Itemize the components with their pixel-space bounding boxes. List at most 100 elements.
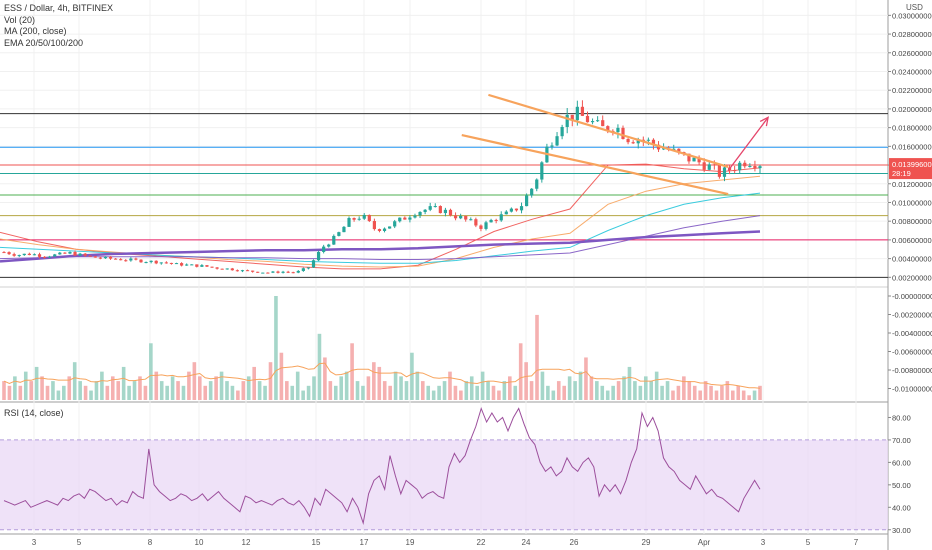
wedge-lower-line [461,134,729,196]
candle-body [459,215,463,219]
candle-body [281,271,285,273]
volume-bar [714,390,719,400]
candle-body [687,153,691,162]
candle-body [179,263,184,266]
time-tick-label: 24 [522,538,531,547]
volume-tick-label: -0.00800000 [892,366,932,375]
candle-body [7,252,11,255]
volume-bar [236,390,240,400]
volume-bar [138,376,142,400]
volume-bar [192,362,197,400]
candle-body [256,271,260,273]
candle-body [621,127,625,140]
volume-bar [328,381,333,400]
time-tick-label: 5 [77,538,82,547]
volume-bar [29,381,33,400]
volume-bar [333,385,338,400]
volume-bar [317,333,322,400]
candle-body [159,262,163,264]
volume-bar [295,371,300,400]
volume-bar [589,376,594,400]
volume-bar [431,390,436,400]
candle-body [114,258,118,260]
candle-body [677,148,681,153]
wedge-upper-line [488,93,729,168]
candle-body [37,254,42,257]
volume-bar [654,371,659,400]
candle-body [509,208,513,212]
volume-bar [94,381,99,400]
volume-bar [23,371,28,400]
volume-bar [274,296,278,400]
candle-body [631,142,635,144]
indicator-ma[interactable]: MA (200, close) [4,26,67,36]
candle-body [210,266,214,268]
candle-body [164,262,168,264]
candle-body [418,211,422,216]
indicator-ema[interactable]: EMA 20/50/100/200 [4,37,84,48]
candle-body [134,258,138,260]
candle-body [306,267,311,269]
volume-bar [13,376,17,400]
candle-body [2,252,6,254]
candle-body [327,244,331,247]
volume-bar [344,371,349,400]
volume-bar [567,376,572,400]
volume-bar [464,381,469,400]
volume-bar [540,371,545,400]
volume-bar [442,381,447,400]
candle-body [352,218,356,220]
volume-bar [116,381,121,400]
candle-body [443,209,448,214]
candle-body [261,272,265,274]
candle-body [316,251,321,261]
candle-body [103,256,108,259]
volume-bar [682,376,686,400]
rsi-title[interactable]: RSI (14, close) [4,408,64,418]
volume-bar [643,376,648,400]
breakout-arrow [727,116,769,172]
volume-bar [622,376,626,400]
candle-body [717,164,722,177]
volume-tick-label: -0.00600000 [892,348,932,357]
last-price-tag [889,158,932,180]
volume-bar [665,381,670,400]
candle-body [550,145,554,147]
volume-bar [573,381,577,400]
volume-bar [627,366,632,400]
volume-bar [279,352,284,400]
price-tick-label: 0.02400000 [892,67,932,76]
volume-bar [110,376,115,400]
candle-body [88,255,92,257]
volume-bar [600,385,605,400]
volume-bar [731,390,735,400]
candle-body [535,179,539,189]
indicator-volume[interactable]: Vol (20) [4,14,36,25]
moving-averages [0,163,761,270]
volume-bar [100,371,104,400]
candle-body [504,211,508,215]
volume-bar [361,385,365,400]
volume-bar [393,371,398,400]
volume-bar [219,371,224,400]
volume-bar [453,385,458,400]
time-tick-label: 15 [312,538,321,547]
candle-body [347,218,351,227]
candle-body [174,263,179,265]
rsi-tick-label: 80.00 [892,413,911,422]
candle-body [525,195,529,207]
candle-body [433,206,437,208]
volume-bar [497,390,501,400]
volume-bar [246,376,251,400]
price-tick-label: 0.02200000 [892,86,932,95]
volume-bar [105,385,110,400]
volume-bar [638,385,643,400]
candle-body [651,139,656,145]
volume-bar [323,357,327,400]
candle-body [702,162,706,170]
volume-bar [62,385,66,400]
candles [2,100,762,274]
price-tick-label: 0.01000000 [892,198,932,207]
time-tick-label: Apr [698,538,711,547]
